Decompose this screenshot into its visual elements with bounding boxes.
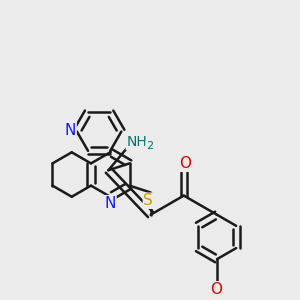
Text: N: N bbox=[105, 196, 116, 211]
Text: O: O bbox=[179, 156, 191, 171]
Text: S: S bbox=[143, 193, 153, 208]
Text: 2: 2 bbox=[146, 141, 153, 151]
Text: N: N bbox=[65, 123, 76, 138]
Text: O: O bbox=[210, 282, 222, 297]
Text: NH: NH bbox=[126, 135, 147, 149]
